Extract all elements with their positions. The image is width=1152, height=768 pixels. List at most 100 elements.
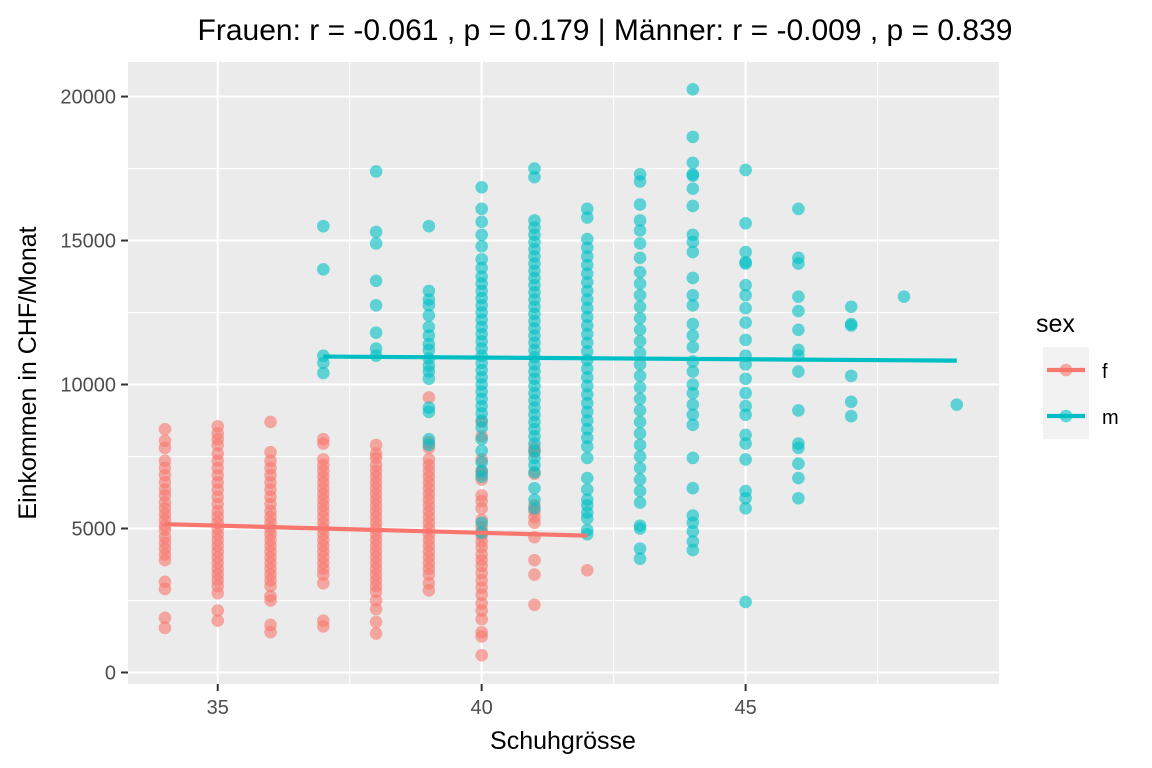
- data-point-m: [633, 369, 647, 383]
- data-point-m: [422, 219, 436, 233]
- data-point-m: [633, 198, 647, 211]
- data-point-m: [686, 525, 700, 538]
- data-point-m: [633, 484, 647, 498]
- data-point-m: [580, 388, 594, 401]
- fit-lines: [164, 354, 957, 538]
- data-point-m: [317, 219, 330, 233]
- data-point-m: [475, 180, 488, 194]
- data-point-m: [633, 392, 647, 406]
- data-point-m: [686, 378, 700, 391]
- data-point-f: [528, 568, 541, 581]
- data-point-m: [475, 455, 488, 469]
- data-point-m: [580, 371, 594, 384]
- data-point-m: [686, 329, 700, 342]
- data-point-m: [686, 317, 700, 331]
- data-point-m: [739, 399, 752, 413]
- data-point-m: [422, 405, 436, 419]
- data-point-m: [792, 491, 805, 505]
- data-point-m: [475, 252, 488, 266]
- data-point-m: [580, 396, 594, 410]
- data-point-m: [528, 466, 541, 479]
- data-point-m: [844, 319, 858, 332]
- legend-label-f: f: [1102, 361, 1108, 383]
- data-point-m: [580, 471, 594, 485]
- data-point-m: [686, 130, 700, 144]
- data-point-m: [369, 299, 383, 312]
- data-point-f: [158, 422, 172, 436]
- data-point-m: [792, 304, 805, 318]
- data-point-f: [211, 614, 225, 627]
- data-point-f: [158, 582, 172, 596]
- data-point-m: [686, 386, 700, 400]
- data-point-m: [792, 202, 805, 216]
- x-axis-label: Schuhgrösse: [490, 727, 636, 755]
- data-point-m: [686, 199, 700, 213]
- data-point-f: [158, 553, 172, 567]
- data-point-f: [264, 625, 277, 639]
- data-point-f: [317, 437, 330, 450]
- data-point-m: [633, 552, 647, 566]
- data-point-f: [264, 579, 277, 593]
- data-point-m: [580, 431, 594, 445]
- data-point-m: [475, 261, 488, 275]
- data-point-m: [580, 379, 594, 393]
- x-tick-label: 40: [471, 697, 493, 719]
- data-point-f: [369, 438, 383, 452]
- data-point-m: [739, 491, 752, 505]
- data-point-m: [580, 319, 594, 332]
- data-point-m: [897, 290, 911, 303]
- data-point-m: [580, 345, 594, 358]
- data-point-m: [739, 408, 752, 422]
- data-point-m: [580, 483, 594, 496]
- data-point-m: [580, 211, 594, 224]
- data-point-m: [580, 440, 594, 453]
- data-point-m: [739, 595, 752, 609]
- data-point-f: [475, 612, 488, 626]
- data-point-m: [580, 241, 594, 255]
- x-axis: 35 40 45: [207, 684, 757, 719]
- data-point-m: [739, 453, 752, 466]
- data-point-m: [369, 326, 383, 339]
- data-point-m: [580, 512, 594, 525]
- data-point-m: [580, 284, 594, 298]
- data-point-m: [686, 169, 700, 183]
- data-point-m: [633, 358, 647, 371]
- data-point-m: [686, 543, 700, 557]
- data-point-m: [369, 237, 383, 250]
- data-point-m: [633, 522, 647, 535]
- data-point-m: [633, 311, 647, 325]
- data-point-m: [633, 175, 647, 188]
- data-point-m: [528, 481, 541, 495]
- data-point-m: [844, 369, 858, 383]
- y-tick-label: 10000: [60, 375, 116, 397]
- data-point-m: [686, 481, 700, 495]
- data-point-m: [633, 323, 647, 337]
- data-point-m: [369, 165, 383, 178]
- data-point-f: [264, 415, 277, 429]
- data-point-m: [475, 470, 488, 483]
- data-point-m: [633, 346, 647, 360]
- fit-line-m: [323, 354, 957, 363]
- data-point-m: [633, 300, 647, 314]
- data-point-m: [633, 461, 647, 475]
- legend: sex f m: [1036, 310, 1119, 439]
- data-point-m: [739, 502, 752, 515]
- data-point-m: [686, 408, 700, 422]
- data-point-m: [528, 502, 541, 515]
- data-point-m: [633, 404, 647, 417]
- data-point-m: [792, 323, 805, 337]
- data-point-m: [686, 340, 700, 354]
- data-point-m: [739, 386, 752, 400]
- data-point-m: [739, 372, 752, 386]
- data-point-m: [580, 451, 594, 465]
- data-point-m: [739, 301, 752, 315]
- data-point-m: [633, 381, 647, 394]
- data-point-f: [317, 620, 330, 633]
- data-point-m: [633, 427, 647, 440]
- data-point-f: [369, 627, 383, 640]
- data-point-m: [792, 471, 805, 485]
- x-tick-label: 45: [734, 697, 756, 719]
- data-point-f: [422, 568, 436, 581]
- data-point-m: [475, 516, 488, 530]
